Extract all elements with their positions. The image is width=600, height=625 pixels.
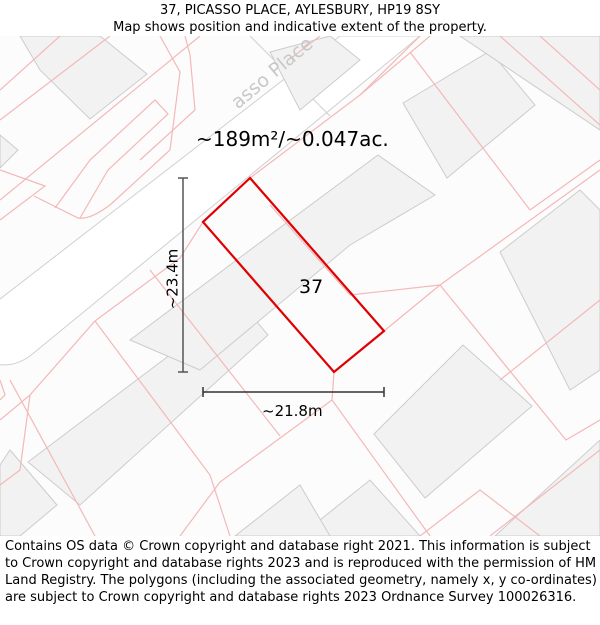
copyright-attribution: Contains OS data © Crown copyright and d… bbox=[5, 539, 597, 605]
width-dimension-label: ~21.8m bbox=[262, 402, 323, 420]
height-dimension-label: ~23.4m bbox=[163, 248, 182, 310]
property-map[interactable]: asso Place ~189m²/~0.047ac. 37 ~23.4m ~2… bbox=[0, 36, 600, 536]
property-address-title: 37, PICASSO PLACE, AYLESBURY, HP19 8SY bbox=[159, 3, 441, 18]
buildings bbox=[0, 36, 600, 536]
plot-number-label: 37 bbox=[299, 276, 324, 298]
map-canvas bbox=[0, 36, 600, 536]
map-header: 37, PICASSO PLACE, AYLESBURY, HP19 8SY M… bbox=[0, 0, 600, 36]
area-label: ~189m²/~0.047ac. bbox=[196, 127, 389, 151]
property-boundary-37[interactable] bbox=[201, 176, 386, 374]
width-dimension-line bbox=[202, 387, 385, 397]
height-dimension-line bbox=[178, 177, 188, 373]
map-subtitle: Map shows position and indicative extent… bbox=[113, 20, 487, 35]
